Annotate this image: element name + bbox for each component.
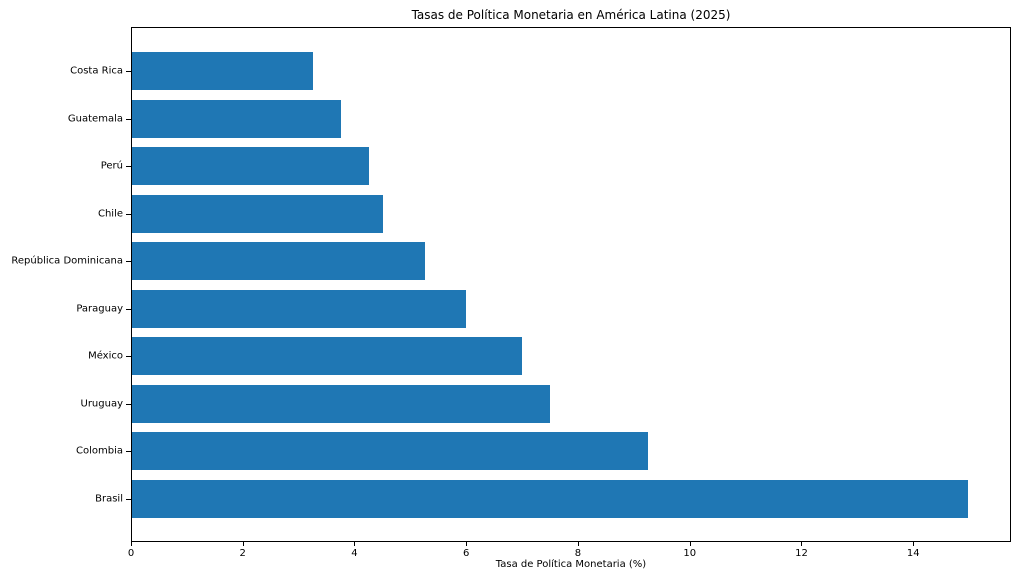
y-tick-label: Colombia: [76, 445, 123, 457]
x-tick-label: 14: [906, 548, 920, 559]
y-tick-mark: [126, 261, 131, 263]
bar: [132, 479, 969, 518]
x-tick-mark: [689, 542, 691, 546]
y-tick-label: Perú: [100, 160, 123, 172]
bar: [132, 242, 425, 281]
bar-row: Paraguay: [76, 289, 1010, 328]
x-tick-label: 0: [127, 548, 135, 559]
bar: [132, 337, 523, 376]
bar-row: México: [88, 337, 1010, 376]
bar-row: República Dominicana: [11, 242, 1010, 281]
bar: [132, 52, 314, 90]
y-tick-label: Uruguay: [80, 398, 124, 410]
bar-row: Chile: [98, 194, 1010, 233]
x-tick-mark: [354, 542, 356, 546]
x-tick-label: 6: [463, 548, 470, 559]
bar: [132, 99, 342, 138]
x-tick-label: 12: [795, 548, 808, 559]
bar-rows: Costa Rica Guatemala Perú Chile República Do…: [11, 28, 1010, 541]
bar: [132, 432, 648, 471]
bar-row: Colombia: [76, 432, 1010, 471]
x-tick-mark: [131, 542, 132, 546]
bar-row: Guatemala: [68, 99, 1010, 138]
y-tick-mark: [126, 356, 131, 358]
bar-row: Uruguay: [81, 384, 1010, 423]
y-tick-mark: [126, 118, 131, 120]
x-tick-mark: [577, 542, 579, 546]
y-tick-mark: [126, 498, 131, 500]
bar: [132, 194, 383, 233]
y-tick-label: Costa Rica: [70, 65, 123, 77]
x-axis: 0 2 4 6 8 10 12 14: [127, 542, 1011, 572]
x-tick-mark: [466, 542, 468, 546]
x-axis-label: Tasa de Política Monetaria (%): [495, 559, 647, 570]
y-tick-label: República Dominicana: [11, 255, 123, 267]
bar: [132, 384, 551, 423]
bar-row: Perú: [101, 147, 1010, 186]
x-tick-label: 8: [574, 548, 582, 559]
y-tick-mark: [126, 71, 131, 72]
y-tick-mark: [126, 166, 131, 168]
y-tick-label: Guatemala: [67, 113, 123, 125]
x-tick-mark: [242, 542, 244, 546]
chart-title: Tasas de Política Monetaria en América L…: [411, 8, 731, 22]
bar: [132, 289, 467, 328]
y-tick-mark: [126, 213, 131, 215]
y-tick-mark: [126, 451, 131, 453]
y-tick-label: Brasil: [95, 493, 123, 505]
y-tick-label: México: [88, 350, 123, 362]
y-tick-mark: [126, 403, 131, 405]
x-tick-mark: [913, 542, 915, 546]
x-tick-label: 10: [683, 548, 697, 559]
x-tick-label: 2: [239, 548, 246, 559]
bar-row: Costa Rica: [70, 52, 1010, 90]
x-tick-mark: [801, 542, 803, 546]
plot-area: Costa Rica Guatemala Perú Chile República Do…: [11, 27, 1011, 542]
bar-row: Brasil: [95, 479, 1010, 518]
y-tick-label: Chile: [97, 208, 123, 220]
x-tick-label: 4: [351, 548, 358, 559]
y-tick-label: Paraguay: [76, 303, 123, 315]
bar: [132, 147, 369, 186]
y-tick-mark: [126, 308, 131, 310]
